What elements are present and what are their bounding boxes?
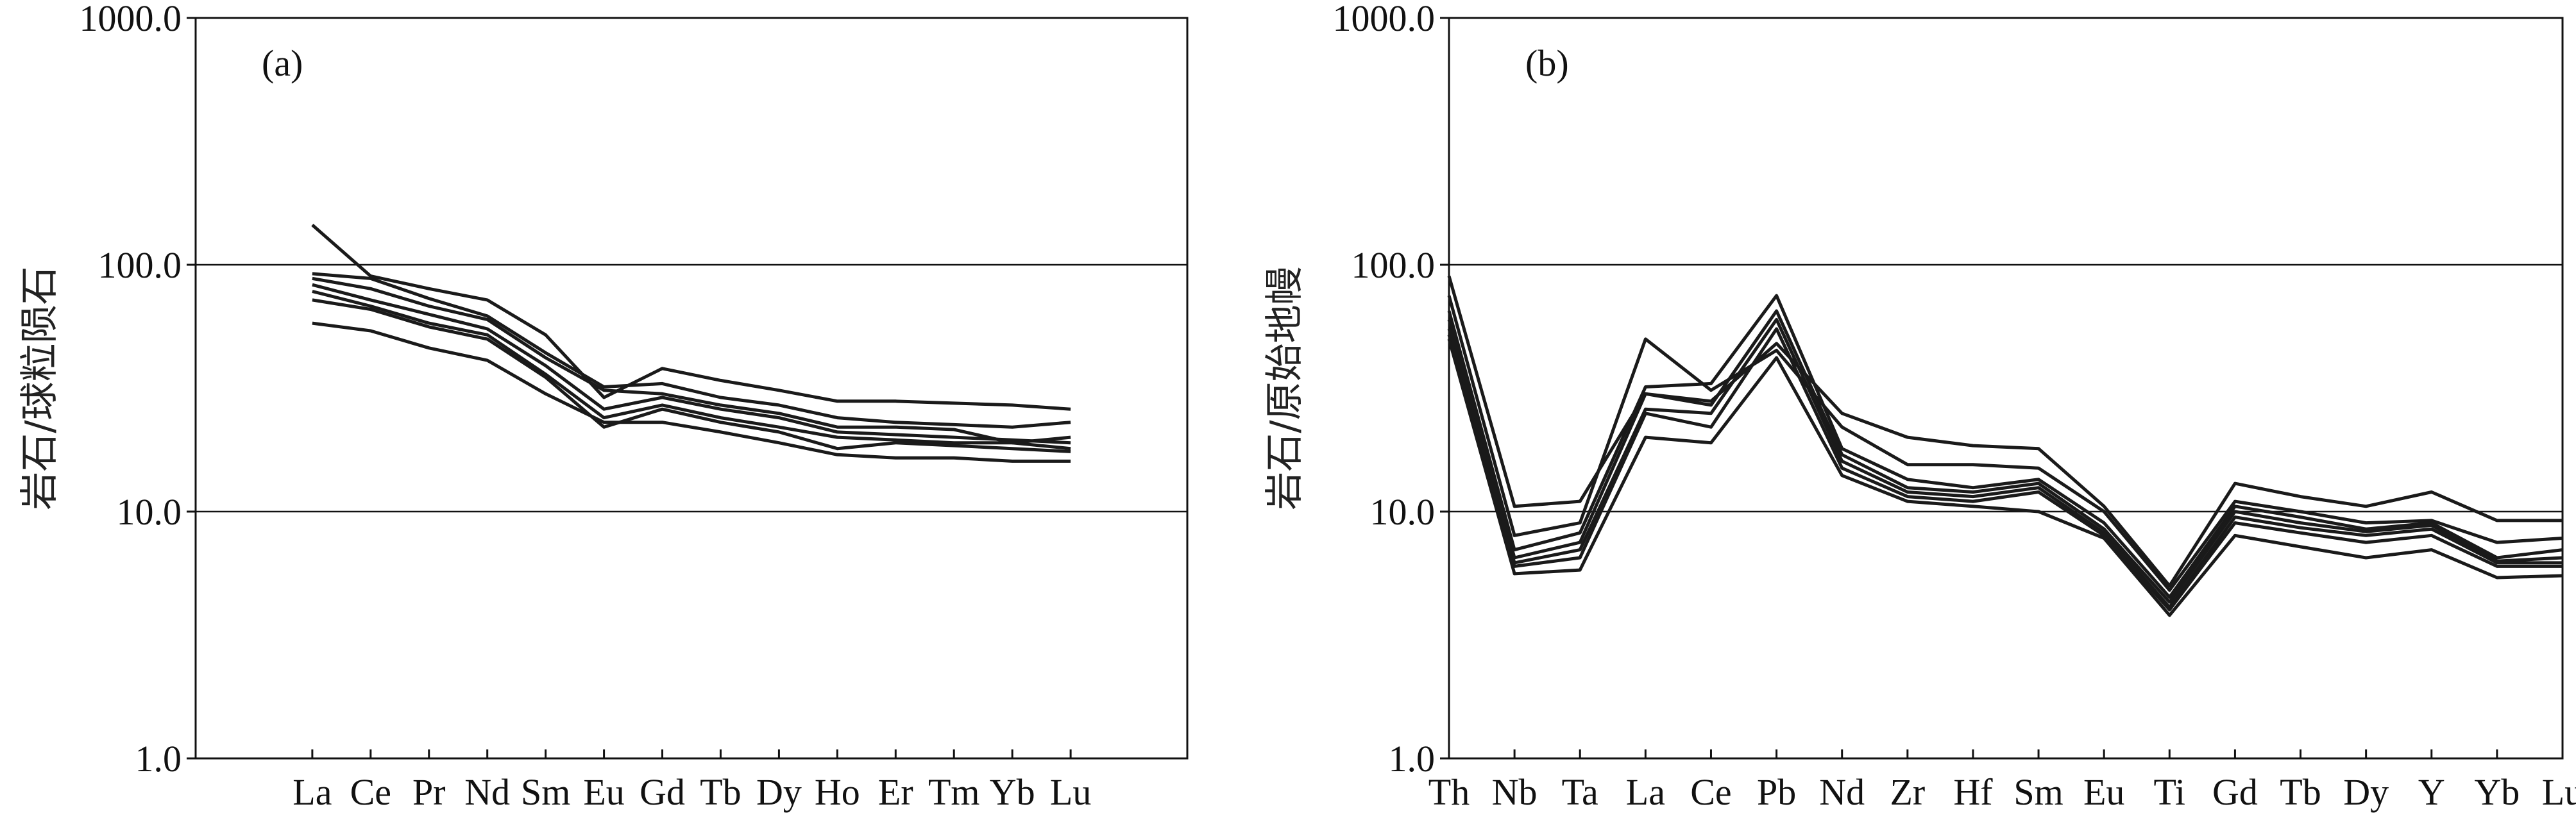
x-tick-label-tb: Tb [700,771,741,813]
x-tick-label-sm: Sm [2013,771,2063,813]
panel-label: (b) [1525,42,1569,84]
x-tick-label-la: La [292,771,332,813]
plot-frame [194,17,1189,760]
x-tick-label-ta: Ta [1562,771,1598,813]
y-tick-label: 1.0 [1389,738,1436,780]
y-axis-title: 岩石/原始地幔 [1262,266,1307,510]
panel-label: (a) [262,42,303,84]
series-line-6 [1447,327,2563,612]
y-tick-label: 100.0 [1352,244,1436,286]
series-line-5 [1447,317,2563,609]
series-line-2 [312,272,1071,429]
x-tick-label-hf: Hf [1953,771,1993,813]
series-line-5 [312,290,1071,451]
series-line-1 [311,224,1071,411]
y-tick-label: 1.0 [135,738,182,780]
y-tick-label: 10.0 [117,491,182,533]
series-line-3 [312,276,1071,445]
series-line-7 [312,321,1071,463]
x-tick-label-tb: Tb [2280,771,2321,813]
series-line-7 [1447,338,2563,617]
chart-panel-a: 1.0 10.0 100.0 1000.0 La Ce Pr Nd Sm Eu Gd Tb Dy Ho Er… [17,0,1189,813]
x-tick-label-eu: Eu [2083,771,2124,813]
x-tick-label-gd: Gd [2212,771,2258,813]
x-tick-label-la: La [1626,771,1665,813]
x-tick-label-lu: Lu [2542,771,2576,813]
series-line-4 [312,283,1071,445]
x-tick-label-zr: Zr [1890,771,1925,813]
x-tick-label-pb: Pb [1757,771,1796,813]
x-tick-label-th: Th [1428,771,1470,813]
y-tick-label: 10.0 [1370,491,1436,533]
x-tick-label-dy: Dy [2343,771,2389,813]
x-tick-label-ce: Ce [1690,771,1731,813]
series-line-6 [312,298,1071,453]
x-tick-label-nd: Nd [1819,771,1865,813]
plot-frame [1448,17,2564,760]
x-tick-label-y: Y [2418,771,2445,813]
x-tick-label-tm: Tm [928,771,980,813]
y-tick-label: 100.0 [98,244,182,286]
x-tick-label-sm: Sm [521,771,570,813]
x-tick-label-yb: Yb [990,771,1035,813]
x-tick-label-gd: Gd [640,771,685,813]
y-axis-title: 岩石/球粒陨石 [17,266,62,510]
y-tick-label: 1000.0 [1333,0,1436,39]
x-tick-label-er: Er [878,771,913,813]
x-tick-label-dy: Dy [756,771,802,813]
x-tick-label-ho: Ho [815,771,860,813]
series-line-3 [1447,294,2563,599]
x-tick-label-nd: Nd [464,771,510,813]
series-line-2 [1447,295,2563,592]
x-tick-label-nb: Nb [1492,771,1538,813]
chart-panel-b: 1.0 10.0 100.0 1000.0 Th Nb Ta La Ce Pb Nd Zr Hf Sm Eu… [1262,0,2576,813]
x-tick-label-eu: Eu [583,771,624,813]
series-line-4 [1447,309,2563,604]
y-tick-label: 1000.0 [80,0,182,39]
x-tick-label-pr: Pr [412,771,446,813]
x-tick-label-ti: Ti [2154,771,2186,813]
x-tick-label-ce: Ce [350,771,391,813]
x-tick-label-yb: Yb [2474,771,2520,813]
x-tick-label-lu: Lu [1050,771,1091,813]
